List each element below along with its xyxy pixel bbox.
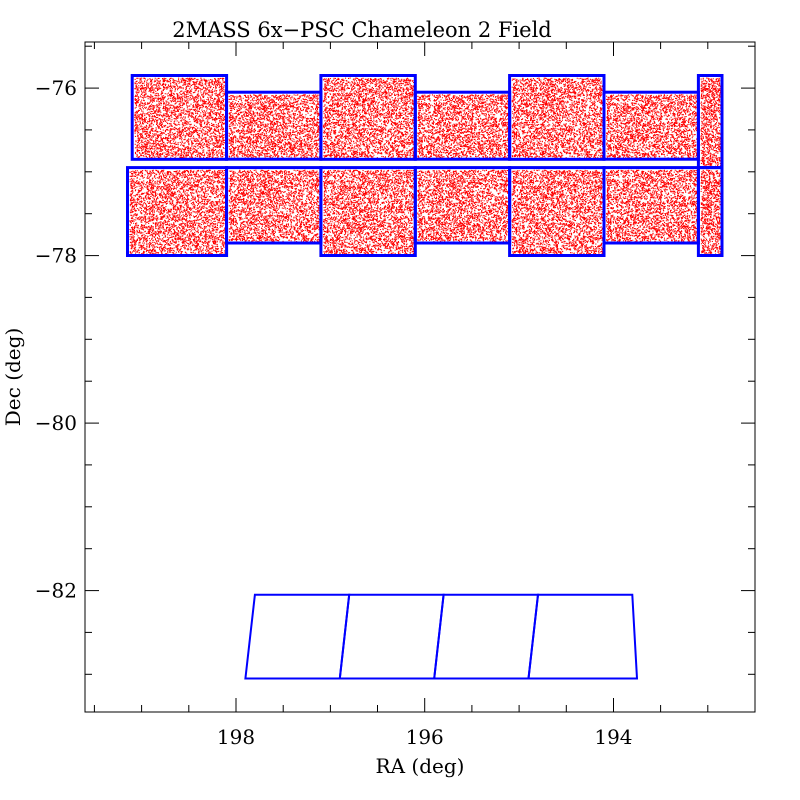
survey-tile (527, 593, 639, 680)
x-tick-label: 196 (406, 725, 444, 749)
survey-tile (696, 166, 724, 258)
plot-frame (84, 41, 756, 713)
survey-tile (244, 593, 351, 680)
x-axis-label: RA (deg) (376, 754, 465, 778)
survey-tile (433, 593, 540, 680)
y-tick-labels: −76 −78 −80 −82 (35, 76, 77, 603)
x-tick-labels: 198 196 194 (217, 725, 633, 749)
x-tick-label: 194 (594, 725, 632, 749)
survey-tiles-layer (126, 74, 724, 680)
y-tick-label: −80 (35, 411, 77, 435)
point-sources (129, 77, 722, 255)
survey-tile (338, 593, 445, 680)
x-tick-label: 198 (217, 725, 255, 749)
chart-title: 2MASS 6x−PSC Chameleon 2 Field (172, 18, 552, 42)
y-axis-label: Dec (deg) (1, 328, 25, 426)
y-tick-label: −82 (35, 579, 77, 603)
y-tick-label: −78 (35, 244, 77, 268)
axis-ticks (85, 42, 756, 712)
y-tick-label: −76 (35, 76, 77, 100)
point-source-layer (129, 77, 722, 255)
